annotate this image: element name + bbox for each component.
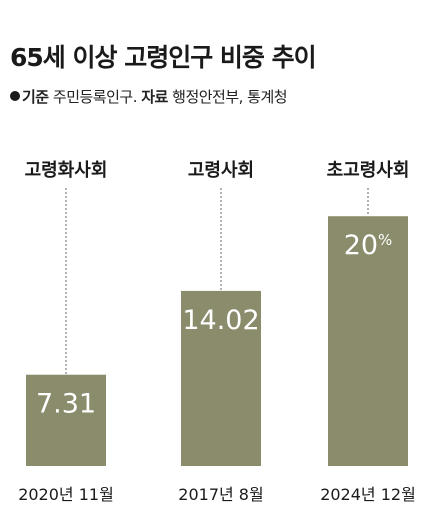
basis-label: 기준	[22, 88, 49, 106]
chart-meta: 기준 주민등록인구. 자료 행정안전부, 통계청	[10, 86, 288, 107]
bar	[181, 290, 261, 466]
bullet-icon	[10, 91, 20, 101]
bar	[26, 374, 106, 466]
annotation-label: 고령사회	[188, 160, 254, 181]
annotation-label: 고령화사회	[25, 160, 108, 181]
x-tick-label: 2024년 12월	[320, 485, 416, 504]
x-tick-label: 2020년 11월	[18, 485, 114, 504]
bar	[328, 216, 408, 466]
value-suffix: %	[378, 231, 392, 249]
value-label: 7.31	[36, 389, 96, 420]
chart-title: 65세 이상 고령인구 비중 추이	[10, 43, 317, 72]
x-tick-label: 2017년 8월	[178, 485, 263, 504]
annotation-label: 초고령사회	[327, 160, 410, 181]
value-label: 14.02	[182, 305, 259, 336]
source-label: 자료	[141, 88, 168, 106]
source-value: 행정안전부, 통계청	[172, 88, 288, 106]
basis-value: 주민등록인구.	[52, 88, 138, 106]
